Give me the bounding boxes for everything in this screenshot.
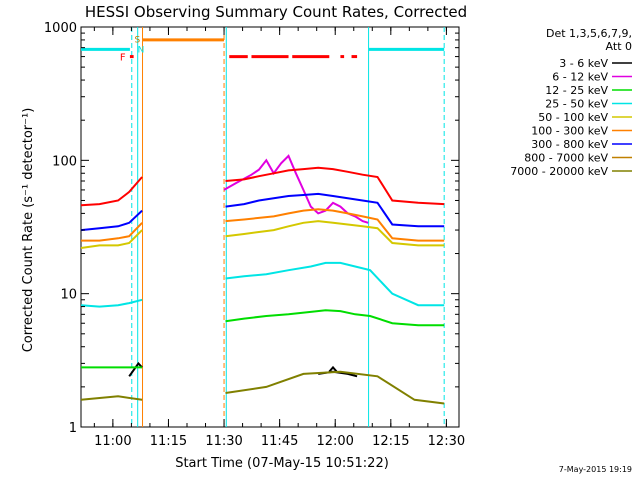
axes: 1 10 100 1000 11:00 11:15 11:30 11:45 12:00 12:15…	[44, 21, 465, 449]
y-tick-label-2: 100	[52, 154, 77, 169]
series-4-seg-1	[225, 220, 445, 247]
series-6-seg-1	[225, 192, 445, 228]
series-9-seg-0	[80, 176, 143, 207]
y-tick-label-0: 1	[69, 421, 77, 436]
plot-area: FSN	[80, 27, 445, 427]
x-tick-label-2: 11:30	[205, 434, 242, 449]
date-stamp: 7-May-2015 19:19	[558, 465, 632, 474]
series-5-seg-1	[225, 208, 445, 242]
series-9-seg-1	[225, 166, 445, 206]
legend-header-1: Att 0	[606, 40, 632, 53]
x-tick-label-0: 11:00	[94, 434, 131, 449]
series-6-seg-0	[80, 209, 143, 232]
chart-title: HESSI Observing Summary Count Rates, Cor…	[85, 3, 467, 21]
x-tick-label-6: 12:30	[428, 434, 465, 449]
flag-label-0: F	[120, 53, 126, 64]
x-tick-label-1: 11:15	[150, 434, 187, 449]
y-tick-label-3: 1000	[44, 21, 77, 36]
legend-label-1: 6 - 12 keV	[552, 71, 608, 84]
series-8-seg-1	[225, 370, 445, 405]
series-0-seg-0	[128, 361, 143, 377]
series-3-seg-1	[225, 261, 445, 307]
series-8-seg-0	[80, 395, 143, 401]
x-axis-label: Start Time (07-May-15 10:51:22)	[175, 456, 389, 471]
y-tick-label-1: 10	[60, 288, 77, 303]
series-4-seg-0	[80, 229, 143, 249]
y-axis-label: Corrected Count Rate (s⁻¹ detector⁻¹)	[21, 108, 36, 353]
x-tick-label-3: 11:45	[261, 434, 298, 449]
legend-label-8: 7000 - 20000 keV	[510, 165, 608, 178]
legend-label-2: 12 - 25 keV	[545, 84, 608, 97]
legend-label-7: 800 - 7000 keV	[524, 152, 608, 165]
x-tick-label-5: 12:15	[372, 434, 409, 449]
x-tick-label-4: 12:00	[316, 434, 353, 449]
legend-label-0: 3 - 6 keV	[559, 57, 608, 70]
legend-header-0: Det 1,3,5,6,7,9,	[546, 27, 632, 40]
legend-label-5: 100 - 300 keV	[531, 125, 608, 138]
legend-label-6: 300 - 800 keV	[531, 138, 608, 151]
series-2-seg-1	[225, 309, 445, 327]
marker-1: N	[138, 45, 145, 55]
series-0-seg-2	[328, 365, 338, 373]
legend-label-3: 25 - 50 keV	[545, 98, 608, 111]
series-3-seg-0	[80, 298, 143, 308]
legend-label-4: 50 - 100 keV	[538, 111, 608, 124]
plot-frame	[80, 26, 460, 428]
marker-0: S	[134, 35, 140, 45]
series-5-seg-0	[81, 222, 143, 242]
